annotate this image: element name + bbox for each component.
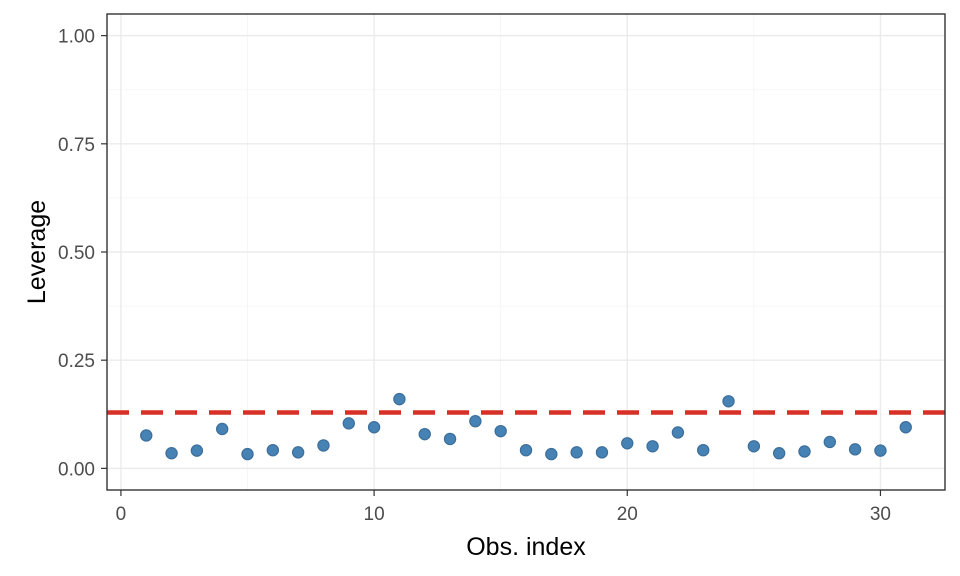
- data-point: [621, 437, 634, 450]
- data-point: [747, 440, 761, 453]
- data-point: [190, 444, 204, 457]
- data-point: [291, 446, 305, 459]
- data-point: [418, 427, 431, 441]
- x-tick-label: 20: [617, 504, 638, 525]
- y-tick-label: 0.25: [58, 351, 95, 372]
- data-point: [798, 445, 811, 458]
- data-point: [646, 440, 659, 453]
- data-point: [165, 447, 178, 460]
- data-point: [772, 447, 786, 460]
- data-point: [494, 424, 507, 438]
- data-point: [140, 429, 153, 442]
- data-point: [241, 447, 254, 461]
- x-tick-label: 30: [870, 504, 891, 525]
- data-point: [848, 443, 862, 456]
- x-axis: 0 10 20 30: [116, 490, 891, 525]
- data-point: [443, 432, 457, 446]
- data-point: [519, 443, 533, 457]
- x-axis-title: Obs. index: [466, 533, 586, 561]
- y-tick-label: 1.00: [58, 27, 95, 48]
- data-point: [393, 392, 406, 406]
- data-point: [545, 447, 558, 461]
- y-tick-label: 0.00: [58, 459, 95, 480]
- y-axis-title: Leverage: [23, 200, 51, 304]
- data-point: [367, 421, 381, 434]
- data-point: [722, 395, 735, 408]
- y-tick-label: 0.75: [58, 135, 95, 156]
- data-point: [671, 426, 685, 439]
- data-point: [317, 439, 330, 452]
- y-axis: 0.00 0.25 0.50 0.75 1.00: [58, 27, 107, 480]
- data-point: [266, 443, 280, 457]
- data-point: [469, 414, 482, 428]
- data-point: [215, 422, 229, 436]
- data-point: [342, 417, 355, 430]
- data-point: [874, 444, 887, 457]
- data-point: [697, 443, 710, 457]
- data-point: [899, 421, 912, 434]
- data-point: [570, 446, 583, 459]
- x-tick-label: 10: [364, 504, 385, 525]
- data-point: [823, 435, 837, 449]
- x-tick-label: 0: [116, 504, 127, 525]
- data-point: [595, 446, 609, 459]
- y-tick-label: 0.50: [58, 243, 95, 264]
- data-points: [140, 392, 912, 461]
